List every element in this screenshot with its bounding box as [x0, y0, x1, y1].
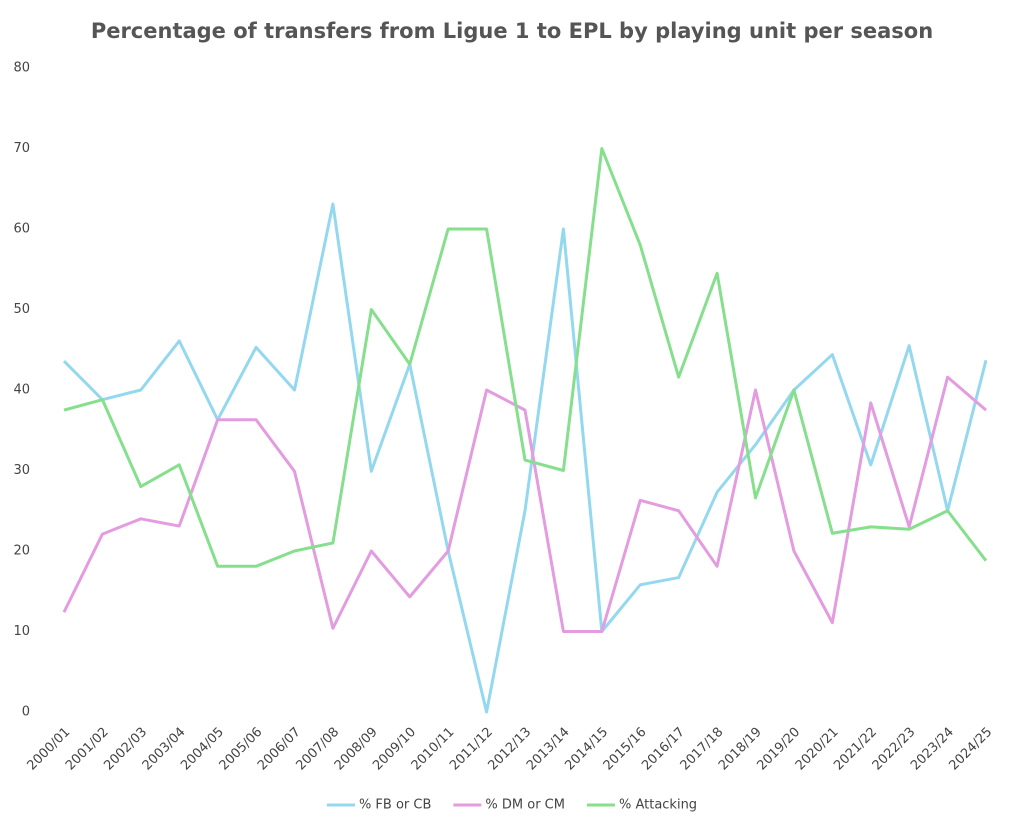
y-tick-label: 50	[13, 302, 30, 317]
y-tick-label: 10	[13, 624, 30, 639]
y-tick-label: 60	[13, 222, 30, 237]
y-tick-label: 30	[13, 463, 30, 478]
y-tick-label: 70	[13, 141, 30, 156]
y-tick-label: 20	[13, 544, 30, 559]
y-tick-label: 80	[13, 61, 30, 76]
y-tick-label: 0	[22, 705, 30, 720]
y-tick-label: 40	[13, 383, 30, 398]
chart-title: Percentage of transfers from Ligue 1 to …	[91, 19, 933, 43]
series-line	[63, 147, 988, 568]
legend-label: % DM or CM	[485, 798, 565, 813]
legend-label: % Attacking	[619, 798, 697, 813]
legend-label: % FB or CB	[359, 798, 431, 813]
x-tick-label: 2024/25	[947, 725, 996, 774]
series-line	[62, 375, 987, 633]
